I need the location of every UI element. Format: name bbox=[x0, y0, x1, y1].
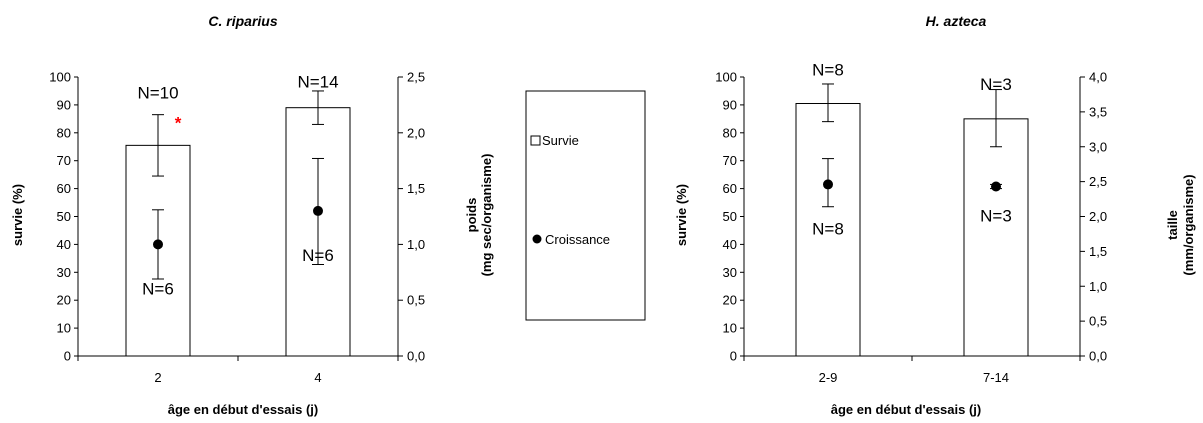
chart1-ytick-label: 0 bbox=[64, 349, 71, 364]
chart2-ytick-label: 90 bbox=[723, 97, 737, 112]
chart2-ytick-label: 40 bbox=[723, 237, 737, 252]
chart1-y2tick-label: 2,5 bbox=[407, 70, 425, 85]
chart1-ytick-label: 20 bbox=[57, 293, 71, 308]
chart2-y2tick-label: 2,0 bbox=[1089, 209, 1107, 224]
chart2-y2tick-label: 1,0 bbox=[1089, 279, 1107, 294]
chart2-ytick-label: 10 bbox=[723, 321, 737, 336]
chart1-y2tick-label: 0,5 bbox=[407, 293, 425, 308]
chart1-point-n-label: N=6 bbox=[302, 246, 334, 265]
chart1-bar-n-label: N=10 bbox=[137, 83, 178, 102]
chart2-ytick-label: 0 bbox=[730, 349, 737, 364]
chart2-title: H. azteca bbox=[926, 13, 987, 29]
chart2-y2tick-label: 0,0 bbox=[1089, 349, 1107, 364]
chart1-ytick-label: 90 bbox=[57, 97, 71, 112]
chart1-ytick-label: 100 bbox=[49, 70, 71, 85]
legend-survie-square bbox=[530, 135, 541, 146]
chart1-title: C. riparius bbox=[208, 13, 277, 29]
chart2-bar bbox=[963, 118, 1029, 357]
chart2-ytick-label: 100 bbox=[715, 70, 737, 85]
chart2-xtick-label: 7-14 bbox=[983, 370, 1009, 385]
chart2-ytick-label: 70 bbox=[723, 153, 737, 168]
chart1-point-n-label: N=6 bbox=[142, 279, 174, 298]
chart2-y2tick-label: 1,5 bbox=[1089, 244, 1107, 259]
chart1-y2label-line1: poids bbox=[464, 198, 479, 233]
chart1-y2tick-label: 2,0 bbox=[407, 125, 425, 140]
legend-box bbox=[525, 90, 646, 321]
chart1-ytick-label: 10 bbox=[57, 321, 71, 336]
chart1-point bbox=[153, 239, 163, 250]
chart1-xlabel: âge en début d'essais (j) bbox=[168, 402, 318, 417]
chart2-bar-n-label: N=8 bbox=[812, 61, 844, 80]
chart1-xtick-label: 2 bbox=[154, 370, 161, 385]
chart2-y2tick-label: 2,5 bbox=[1089, 174, 1107, 189]
chart1-y2tick-label: 1,5 bbox=[407, 181, 425, 196]
chart2-y2tick-label: 3,0 bbox=[1089, 139, 1107, 154]
chart2-point bbox=[823, 179, 833, 190]
chart1-bar-n-label: N=14 bbox=[297, 73, 338, 92]
chart1-ytick-label: 80 bbox=[57, 125, 71, 140]
chart2-y2tick-label: 4,0 bbox=[1089, 70, 1107, 85]
chart1-ylabel: survie (%) bbox=[10, 184, 25, 246]
chart2-ytick-label: 50 bbox=[723, 209, 737, 224]
chart2-bar-n-label: N=3 bbox=[980, 75, 1012, 94]
legend-croissance-label: Croissance bbox=[545, 232, 610, 247]
chart1-ytick-label: 40 bbox=[57, 237, 71, 252]
chart1-ytick-label: 70 bbox=[57, 153, 71, 168]
legend-survie-label: Survie bbox=[542, 133, 579, 148]
chart1-ytick-label: 50 bbox=[57, 209, 71, 224]
chart2-point-n-label: N=8 bbox=[812, 219, 844, 238]
chart2-bar bbox=[795, 103, 861, 357]
chart1-xtick-label: 4 bbox=[314, 370, 321, 385]
chart2-y2tick-label: 3,5 bbox=[1089, 104, 1107, 119]
chart1-y2tick-label: 1,0 bbox=[407, 237, 425, 252]
chart2-y2label-line2: (mm/organisme) bbox=[1181, 174, 1196, 275]
chart1-ytick-label: 30 bbox=[57, 265, 71, 280]
chart2-ytick-label: 20 bbox=[723, 293, 737, 308]
chart1-ytick-label: 60 bbox=[57, 181, 71, 196]
chart2-ytick-label: 60 bbox=[723, 181, 737, 196]
chart2-point bbox=[991, 181, 1001, 192]
chart2-xtick-label: 2-9 bbox=[819, 370, 838, 385]
chart2-ytick-label: 30 bbox=[723, 265, 737, 280]
chart1-y2label-line2: (mg sec/organisme) bbox=[479, 154, 494, 277]
chart1-point bbox=[313, 205, 323, 216]
chart2-y2tick-label: 0,5 bbox=[1089, 314, 1107, 329]
chart2-y2label-line1: taille bbox=[1165, 210, 1180, 240]
chart2-ylabel: survie (%) bbox=[674, 184, 689, 246]
chart2-xlabel: âge en début d'essais (j) bbox=[831, 402, 981, 417]
chart1-y2tick-label: 0,0 bbox=[407, 349, 425, 364]
chart2-ytick-label: 80 bbox=[723, 125, 737, 140]
chart2-point-n-label: N=3 bbox=[980, 207, 1012, 226]
legend-croissance-dot bbox=[532, 234, 542, 244]
chart1-significance-asterisk: * bbox=[175, 114, 182, 133]
